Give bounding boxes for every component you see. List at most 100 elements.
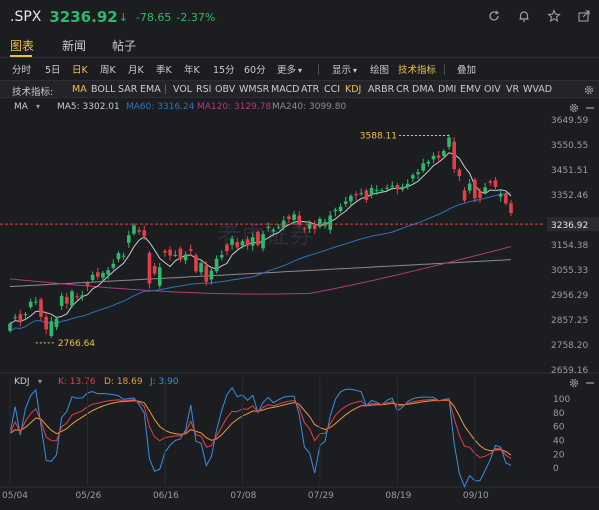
indicator-vr[interactable]: VR bbox=[506, 84, 520, 95]
tab-chart[interactable]: 图表 bbox=[10, 39, 35, 53]
period-monthly[interactable]: 月K bbox=[128, 65, 144, 76]
indicator-ma[interactable]: MA bbox=[72, 84, 87, 95]
candle-body[interactable] bbox=[214, 258, 219, 272]
period-weekly[interactable]: 周K bbox=[100, 65, 116, 76]
candle-body[interactable] bbox=[400, 186, 405, 190]
refresh-icon[interactable] bbox=[487, 9, 501, 23]
candle-body[interactable] bbox=[328, 215, 333, 230]
candle-body[interactable] bbox=[96, 272, 100, 277]
candle-body[interactable] bbox=[271, 229, 276, 232]
candle-body[interactable] bbox=[147, 252, 152, 284]
candle-body[interactable] bbox=[266, 226, 271, 228]
candle-body[interactable] bbox=[209, 270, 214, 280]
candle-body[interactable] bbox=[276, 227, 281, 229]
candle-body[interactable] bbox=[49, 321, 54, 336]
chevron-down-icon[interactable]: ▾ bbox=[38, 377, 43, 386]
candle-body[interactable] bbox=[467, 183, 472, 191]
tab-posts[interactable]: 帖子 bbox=[112, 39, 137, 53]
candle-body[interactable] bbox=[85, 282, 90, 287]
period-daily[interactable]: 日K bbox=[72, 65, 88, 76]
candle-body[interactable] bbox=[318, 218, 322, 227]
candle-body[interactable] bbox=[54, 318, 59, 328]
candle-body[interactable] bbox=[59, 295, 64, 306]
candle-body[interactable] bbox=[219, 254, 224, 258]
candle-body[interactable] bbox=[281, 220, 286, 228]
candle-body[interactable] bbox=[374, 189, 379, 191]
candle-body[interactable] bbox=[457, 169, 462, 177]
indicator-sar[interactable]: SAR bbox=[118, 84, 138, 95]
gear-icon[interactable] bbox=[568, 102, 580, 114]
candle-body[interactable] bbox=[442, 150, 446, 156]
indicator-cr[interactable]: CR bbox=[396, 84, 410, 95]
gear-icon[interactable] bbox=[583, 84, 595, 96]
candle-body[interactable] bbox=[8, 323, 12, 331]
candle-body[interactable] bbox=[354, 194, 358, 196]
candle-body[interactable] bbox=[431, 155, 436, 160]
candle-body[interactable] bbox=[106, 270, 110, 275]
candle-body[interactable] bbox=[452, 141, 456, 170]
candle-body[interactable] bbox=[483, 187, 487, 193]
overlay-button[interactable]: 叠加 bbox=[457, 65, 477, 76]
candle-body[interactable] bbox=[18, 314, 23, 323]
candle-body[interactable] bbox=[426, 161, 431, 164]
candle-body[interactable] bbox=[183, 254, 188, 261]
minimize-icon[interactable] bbox=[584, 102, 596, 114]
candle-body[interactable] bbox=[152, 266, 157, 274]
candle-body[interactable] bbox=[436, 155, 441, 158]
candle-body[interactable] bbox=[70, 291, 74, 306]
indicator-dmi[interactable]: DMI bbox=[438, 84, 457, 95]
candle-body[interactable] bbox=[75, 296, 79, 298]
candle-body[interactable] bbox=[478, 191, 482, 198]
candle-body[interactable] bbox=[168, 249, 172, 256]
candle-body[interactable] bbox=[23, 314, 28, 316]
bell-icon[interactable] bbox=[517, 9, 531, 23]
candle-body[interactable] bbox=[80, 295, 85, 298]
candle-body[interactable] bbox=[194, 255, 198, 272]
candle-body[interactable] bbox=[416, 172, 420, 175]
candle-body[interactable] bbox=[292, 214, 296, 220]
candle-body[interactable] bbox=[338, 206, 343, 212]
candle-body[interactable] bbox=[250, 237, 255, 246]
candle-body[interactable] bbox=[44, 316, 48, 330]
candle-body[interactable] bbox=[235, 242, 240, 248]
candle-body[interactable] bbox=[163, 250, 167, 253]
candle-body[interactable] bbox=[230, 238, 234, 245]
candle-body[interactable] bbox=[349, 195, 353, 202]
candle-body[interactable] bbox=[142, 230, 147, 237]
draw-button[interactable]: 绘图 bbox=[370, 65, 390, 76]
candle-body[interactable] bbox=[447, 137, 451, 147]
period-5day[interactable]: 5日 bbox=[45, 65, 61, 76]
candle-body[interactable] bbox=[157, 267, 162, 286]
period-15min[interactable]: 15分 bbox=[213, 65, 235, 76]
period-more[interactable]: 更多 ▾ bbox=[277, 62, 302, 76]
period-quarterly[interactable]: 季K bbox=[156, 65, 172, 76]
candle-body[interactable] bbox=[65, 297, 69, 304]
candle-body[interactable] bbox=[39, 299, 43, 317]
display-menu[interactable]: 显示 ▾ bbox=[332, 62, 357, 76]
candle-body[interactable] bbox=[188, 249, 193, 251]
candle-body[interactable] bbox=[498, 193, 503, 197]
candle-body[interactable] bbox=[390, 185, 395, 187]
indicator-macd[interactable]: MACD bbox=[271, 84, 300, 95]
indicator-emv[interactable]: EMV bbox=[460, 84, 481, 95]
indicator-boll[interactable]: BOLL bbox=[91, 84, 116, 95]
indicator-cci[interactable]: CCI bbox=[324, 84, 341, 95]
candle-body[interactable] bbox=[178, 248, 183, 260]
candle-body[interactable] bbox=[473, 179, 477, 199]
candle-body[interactable] bbox=[297, 215, 302, 225]
indicator-wmsr[interactable]: WMSR bbox=[239, 84, 270, 95]
candle-body[interactable] bbox=[240, 241, 245, 246]
gear-icon[interactable] bbox=[568, 377, 580, 389]
period-yearly[interactable]: 年K bbox=[184, 65, 200, 76]
indicator-button[interactable]: 技术指标 bbox=[398, 65, 437, 76]
candle-body[interactable] bbox=[28, 301, 33, 308]
candle-body[interactable] bbox=[509, 203, 513, 214]
candle-body[interactable] bbox=[343, 201, 348, 204]
candle-body[interactable] bbox=[101, 272, 105, 278]
candle-body[interactable] bbox=[462, 190, 467, 201]
star-icon[interactable] bbox=[547, 9, 561, 23]
candle-body[interactable] bbox=[307, 223, 312, 229]
candle-body[interactable] bbox=[385, 187, 389, 189]
candle-body[interactable] bbox=[359, 193, 364, 195]
